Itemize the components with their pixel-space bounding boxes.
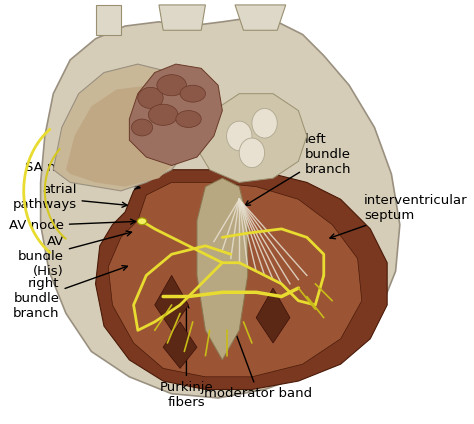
Ellipse shape [148, 104, 178, 126]
Text: AV
bundle
(His): AV bundle (His) [18, 231, 131, 278]
Polygon shape [129, 64, 222, 165]
Polygon shape [41, 18, 400, 398]
Ellipse shape [252, 109, 277, 138]
Text: left
bundle
branch: left bundle branch [245, 134, 351, 206]
Polygon shape [96, 5, 121, 34]
Polygon shape [155, 276, 189, 330]
Text: SA node: SA node [26, 161, 140, 189]
Text: interventricular
septum: interventricular septum [330, 194, 467, 239]
Ellipse shape [227, 121, 252, 151]
Polygon shape [108, 182, 362, 377]
Polygon shape [235, 5, 286, 30]
Ellipse shape [137, 218, 146, 225]
Ellipse shape [176, 111, 201, 128]
Polygon shape [197, 94, 307, 182]
Polygon shape [163, 322, 197, 368]
Text: right
bundle
branch: right bundle branch [13, 265, 128, 320]
Polygon shape [53, 64, 197, 191]
Polygon shape [197, 178, 248, 360]
Text: AV node: AV node [9, 219, 136, 232]
Text: atrial
pathways: atrial pathways [12, 183, 127, 211]
Text: moderator band: moderator band [204, 307, 312, 400]
Ellipse shape [157, 75, 186, 96]
Polygon shape [256, 288, 290, 343]
Ellipse shape [180, 85, 205, 102]
Ellipse shape [131, 119, 153, 136]
Ellipse shape [239, 138, 264, 167]
Polygon shape [159, 5, 205, 30]
Polygon shape [96, 170, 387, 390]
Polygon shape [66, 85, 189, 187]
Ellipse shape [138, 87, 163, 109]
Text: Purkinje
fibers: Purkinje fibers [160, 303, 213, 409]
